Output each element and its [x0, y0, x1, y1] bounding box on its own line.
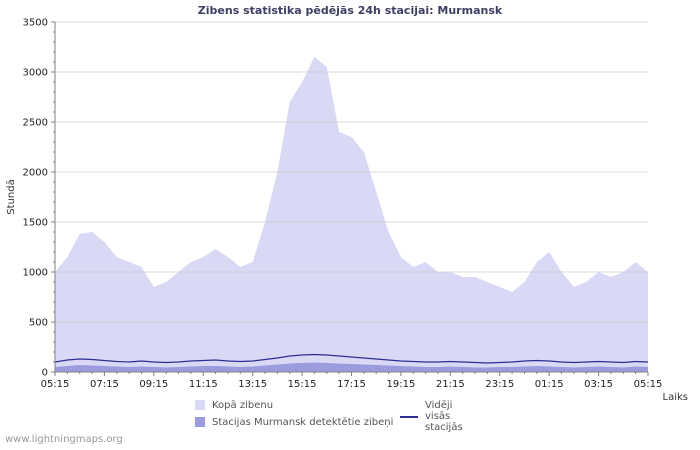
- svg-text:15:15: 15:15: [288, 379, 317, 390]
- svg-text:17:15: 17:15: [337, 379, 366, 390]
- svg-text:05:15: 05:15: [41, 379, 70, 390]
- legend-label-station: Stacijas Murmansk detektētie zibeņi: [212, 416, 394, 428]
- legend-label-total: Kopā zibenu: [212, 399, 274, 411]
- svg-text:01:15: 01:15: [535, 379, 564, 390]
- total-area-swatch: [195, 400, 205, 410]
- svg-text:2000: 2000: [23, 168, 48, 179]
- watermark-link[interactable]: www.lightningmaps.org: [5, 434, 123, 445]
- y-axis-label: Stundā: [6, 179, 17, 215]
- svg-text:13:15: 13:15: [238, 379, 267, 390]
- svg-text:500: 500: [29, 318, 48, 329]
- svg-text:07:15: 07:15: [90, 379, 119, 390]
- svg-text:11:15: 11:15: [189, 379, 218, 390]
- svg-text:03:15: 03:15: [584, 379, 613, 390]
- svg-text:05:15: 05:15: [634, 379, 663, 390]
- average-line-swatch: [400, 415, 418, 418]
- legend-label-average: Vidēji visās stacijās: [425, 400, 463, 433]
- legend-item-station: Stacijas Murmansk detektētie zibeņi: [195, 417, 393, 428]
- svg-text:09:15: 09:15: [139, 379, 168, 390]
- chart-title: Zibens statistika pēdējās 24h stacijai: …: [197, 4, 503, 17]
- legend-item-average: Vidēji visās stacijās: [400, 400, 463, 433]
- svg-text:2500: 2500: [23, 118, 48, 129]
- svg-text:1500: 1500: [23, 218, 48, 229]
- svg-text:21:15: 21:15: [436, 379, 465, 390]
- svg-text:0: 0: [42, 368, 48, 379]
- x-axis-label: Laiks: [662, 392, 688, 403]
- legend-item-total: Kopā zibenu: [195, 400, 273, 411]
- legend: Kopā zibenu Vidēji visās stacijās Stacij…: [195, 397, 463, 433]
- svg-text:23:15: 23:15: [485, 379, 514, 390]
- svg-text:3000: 3000: [23, 68, 48, 79]
- svg-text:3500: 3500: [23, 18, 48, 29]
- svg-text:1000: 1000: [23, 268, 48, 279]
- station-area-swatch: [195, 417, 205, 427]
- svg-text:19:15: 19:15: [386, 379, 415, 390]
